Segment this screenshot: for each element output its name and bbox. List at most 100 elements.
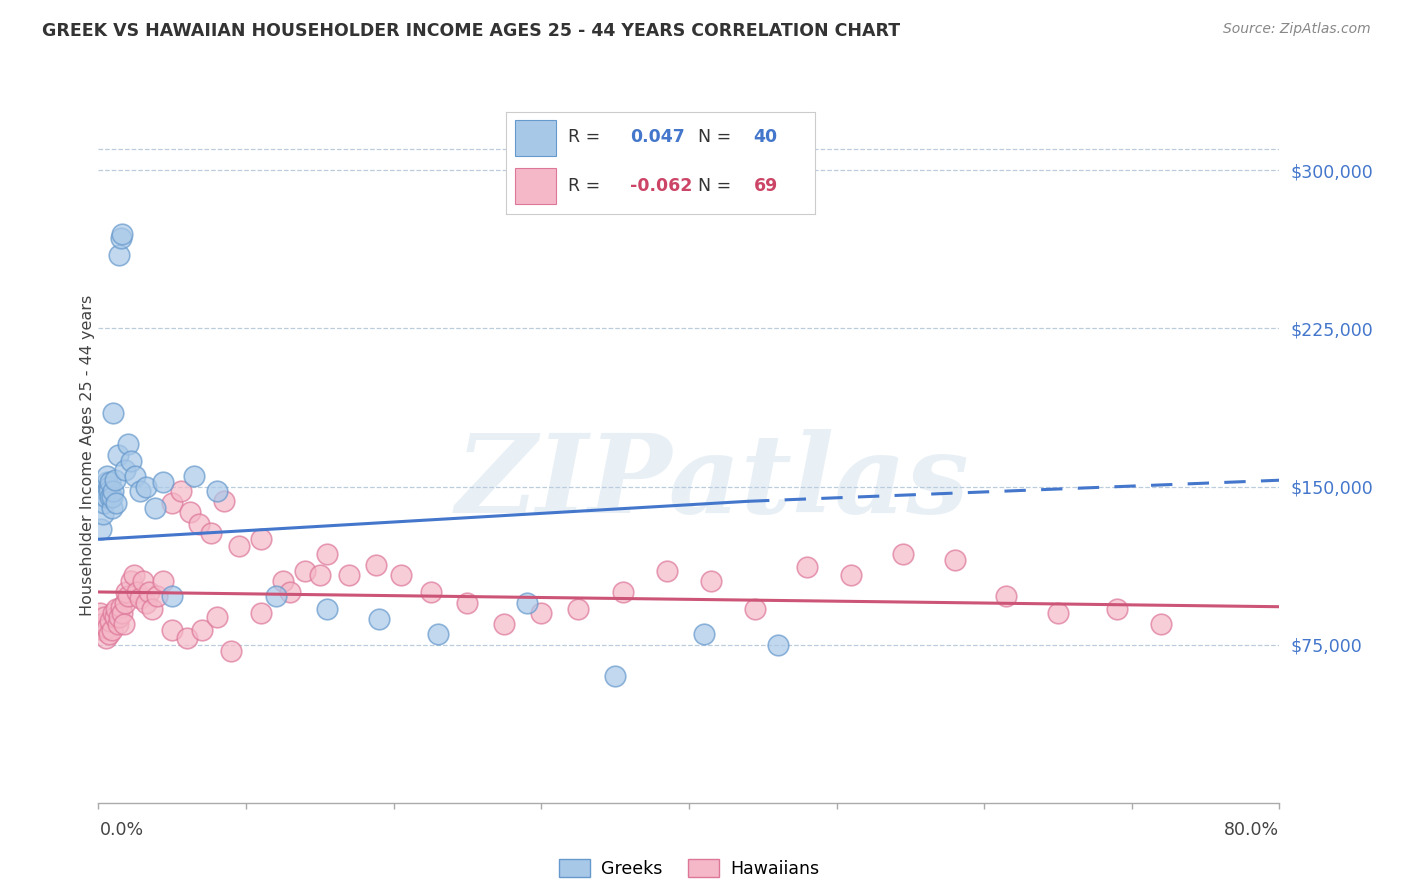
- Point: [110, 599, 132, 614]
- Point: [250, 533, 273, 547]
- Point: [1046, 606, 1069, 620]
- Point: [135, 595, 157, 609]
- Point: [1105, 602, 1128, 616]
- Point: [1150, 616, 1173, 631]
- Point: [120, 454, 142, 468]
- Point: [191, 623, 214, 637]
- Point: [294, 564, 316, 578]
- Point: [94, 632, 117, 646]
- Point: [995, 589, 1018, 603]
- Text: -0.062: -0.062: [630, 177, 692, 194]
- Point: [278, 585, 302, 599]
- Point: [205, 483, 228, 498]
- Point: [456, 595, 478, 609]
- Point: [183, 469, 205, 483]
- Point: [90, 616, 112, 631]
- Bar: [516, 168, 555, 204]
- Point: [90, 522, 112, 536]
- Point: [97, 483, 120, 498]
- Point: [98, 475, 121, 490]
- Point: [766, 638, 789, 652]
- Text: GREEK VS HAWAIIAN HOUSEHOLDER INCOME AGES 25 - 44 YEARS CORRELATION CHART: GREEK VS HAWAIIAN HOUSEHOLDER INCOME AGE…: [42, 22, 900, 40]
- Point: [103, 606, 125, 620]
- Point: [124, 469, 146, 483]
- Point: [316, 547, 339, 561]
- Point: [108, 247, 131, 261]
- Point: [494, 616, 516, 631]
- Point: [152, 475, 174, 490]
- Point: [135, 479, 157, 493]
- Point: [271, 574, 294, 589]
- Point: [162, 623, 183, 637]
- Point: [138, 585, 160, 599]
- Point: [96, 469, 118, 483]
- Point: [105, 602, 128, 616]
- Point: [100, 623, 122, 637]
- Point: [176, 632, 198, 646]
- Point: [170, 483, 193, 498]
- Point: [143, 500, 166, 515]
- Point: [93, 610, 115, 624]
- Point: [605, 669, 627, 683]
- Text: 69: 69: [754, 177, 778, 194]
- Point: [309, 568, 332, 582]
- Point: [110, 231, 132, 245]
- Point: [98, 615, 121, 629]
- Point: [111, 606, 134, 620]
- Point: [114, 463, 136, 477]
- Point: [89, 606, 111, 620]
- Point: [125, 585, 148, 599]
- Point: [427, 627, 450, 641]
- Point: [339, 568, 360, 582]
- Text: R =: R =: [568, 177, 600, 194]
- Point: [162, 589, 183, 603]
- Point: [103, 483, 125, 498]
- Point: [114, 595, 136, 609]
- Point: [96, 475, 118, 490]
- Point: [115, 585, 138, 599]
- Text: 0.047: 0.047: [630, 128, 685, 145]
- Text: N =: N =: [697, 177, 731, 194]
- Point: [100, 490, 122, 504]
- Point: [316, 602, 339, 616]
- Point: [107, 616, 129, 631]
- Point: [132, 574, 155, 589]
- Point: [112, 616, 135, 631]
- Y-axis label: Householder Income Ages 25 - 44 years: Householder Income Ages 25 - 44 years: [80, 294, 94, 615]
- Point: [841, 568, 863, 582]
- Point: [179, 505, 201, 519]
- Point: [264, 589, 287, 603]
- Text: 40: 40: [754, 128, 778, 145]
- Point: [141, 602, 163, 616]
- Point: [104, 473, 127, 487]
- Point: [93, 496, 115, 510]
- Text: N =: N =: [697, 128, 731, 145]
- Point: [97, 627, 120, 641]
- Point: [96, 621, 118, 635]
- Point: [389, 568, 412, 582]
- Text: 0.0%: 0.0%: [100, 821, 143, 838]
- Legend: Greeks, Hawaiians: Greeks, Hawaiians: [553, 852, 825, 885]
- Point: [111, 227, 134, 241]
- Point: [152, 574, 174, 589]
- Point: [567, 602, 589, 616]
- Point: [122, 568, 145, 582]
- Point: [250, 606, 273, 620]
- Point: [655, 564, 678, 578]
- Point: [100, 500, 122, 515]
- Point: [98, 490, 121, 504]
- Point: [744, 602, 766, 616]
- Point: [108, 610, 131, 624]
- Point: [219, 644, 242, 658]
- Point: [162, 496, 183, 510]
- Text: 80.0%: 80.0%: [1225, 821, 1279, 838]
- Point: [612, 585, 634, 599]
- Point: [105, 496, 128, 510]
- Point: [368, 612, 391, 626]
- Point: [212, 494, 235, 508]
- Point: [104, 610, 127, 624]
- Point: [891, 547, 914, 561]
- Point: [91, 623, 114, 637]
- Point: [107, 448, 129, 462]
- Point: [128, 591, 150, 606]
